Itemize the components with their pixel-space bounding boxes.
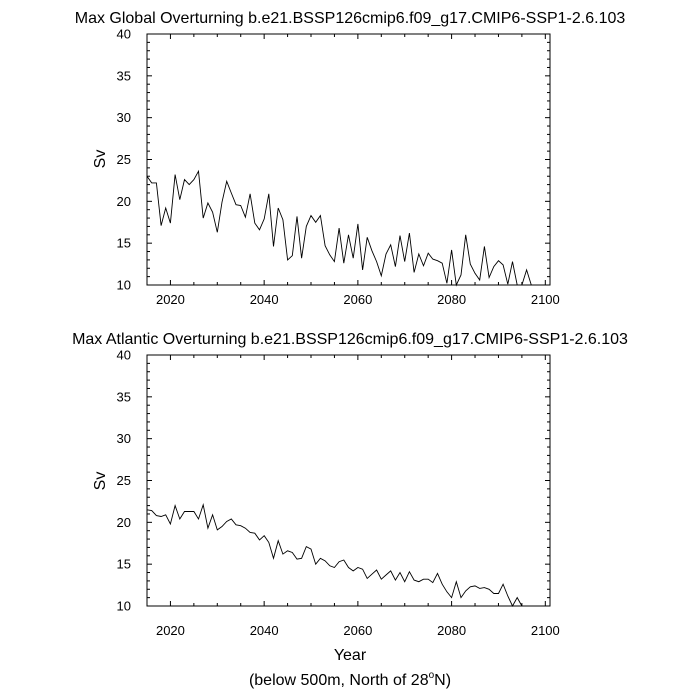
- atlantic-y-tick-label: 40: [117, 348, 131, 363]
- global-y-tick-label: 30: [117, 110, 131, 125]
- atlantic-y-tick-label: 20: [117, 515, 131, 530]
- atlantic-plot-frame: [146, 354, 551, 607]
- global-y-tick-label: 25: [117, 152, 131, 167]
- atlantic-y-tick-label: 15: [117, 557, 131, 572]
- global-x-tick-label: 2100: [531, 292, 560, 307]
- global-y-tick-label: 20: [117, 194, 131, 209]
- atlantic-x-tick-label: 2080: [437, 623, 466, 638]
- global-y-tick-label: 10: [117, 278, 131, 293]
- atlantic-series: [146, 503, 546, 607]
- footnote-suffix: N): [434, 672, 451, 689]
- footnote-degree: o: [429, 670, 435, 681]
- global-x-tick-label: 2080: [437, 292, 466, 307]
- global-ticks: [146, 33, 550, 286]
- atlantic-y-axis-label: Sv: [92, 472, 109, 491]
- global-x-tick-label: 2020: [156, 292, 185, 307]
- atlantic-overturning-line: [146, 503, 546, 607]
- global-overturning-line: [146, 169, 546, 287]
- global-y-tick-label: 40: [117, 27, 131, 42]
- atlantic-x-tick-label: 2100: [531, 623, 560, 638]
- atlantic-y-tick-label: 25: [117, 473, 131, 488]
- atlantic-y-tick-label: 35: [117, 389, 131, 404]
- global-x-tick-label: 2060: [343, 292, 372, 307]
- global-x-tick-label: 2040: [250, 292, 279, 307]
- global-tick-labels: 10 15 20 25 30 35 40 2020 2040 2060 2080…: [117, 27, 560, 308]
- global-series: [146, 169, 546, 287]
- atlantic-chart-title: Max Atlantic Overturning b.e21.BSSP126cm…: [72, 331, 628, 348]
- atlantic-x-tick-label: 2020: [156, 623, 185, 638]
- global-chart-title: Max Global Overturning b.e21.BSSP126cmip…: [75, 10, 626, 27]
- footnote: (below 500m, North of 28oN): [249, 670, 451, 689]
- atlantic-ticks: [146, 354, 550, 607]
- global-y-axis-label: Sv: [92, 150, 109, 169]
- global-overturning-panel: Max Global Overturning b.e21.BSSP126cmip…: [75, 10, 626, 307]
- global-plot-frame: [146, 33, 551, 286]
- atlantic-x-tick-label: 2060: [343, 623, 372, 638]
- global-y-tick-label: 15: [117, 236, 131, 251]
- atlantic-y-tick-label: 30: [117, 431, 131, 446]
- atlantic-y-tick-label: 10: [117, 599, 131, 614]
- footnote-prefix: (below 500m, North of 28: [249, 672, 429, 689]
- atlantic-overturning-panel: Max Atlantic Overturning b.e21.BSSP126cm…: [72, 331, 628, 664]
- x-axis-label: Year: [334, 647, 367, 664]
- atlantic-x-tick-label: 2040: [250, 623, 279, 638]
- atlantic-tick-labels: 10 15 20 25 30 35 40 2020 2040 2060 2080…: [117, 348, 560, 639]
- global-y-tick-label: 35: [117, 68, 131, 83]
